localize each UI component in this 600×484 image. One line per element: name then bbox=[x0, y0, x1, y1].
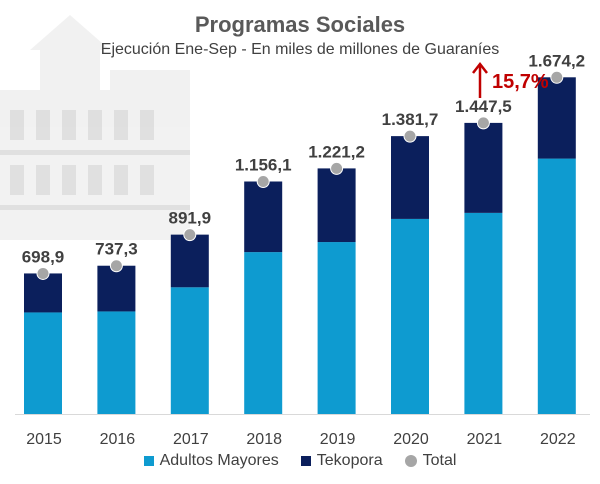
total-label-2016: 737,3 bbox=[95, 240, 138, 259]
bar-adultos-mayores-2017 bbox=[170, 287, 209, 414]
chart-legend: Adultos Mayores Tekopora Total bbox=[0, 452, 600, 470]
legend-label-tekopora: Tekopora bbox=[316, 452, 383, 469]
total-marker-2016 bbox=[109, 259, 123, 273]
legend-label-adultos-mayores: Adultos Mayores bbox=[159, 452, 279, 469]
total-label-2020: 1.381,7 bbox=[382, 110, 439, 129]
bar-tekopora-2016 bbox=[97, 265, 136, 312]
total-marker-2018 bbox=[256, 174, 270, 188]
bar-adultos-mayores-2018 bbox=[244, 252, 283, 414]
chart-subtitle: Ejecución Ene-Sep - En miles de millones… bbox=[100, 41, 500, 58]
total-label-2019: 1.221,2 bbox=[308, 142, 365, 161]
bar-tekopora-2020 bbox=[391, 136, 429, 219]
x-tick-label-2021: 2021 bbox=[467, 431, 503, 448]
bar-adultos-mayores-2021 bbox=[464, 212, 503, 414]
legend-item-adultos-mayores: Adultos Mayores bbox=[143, 452, 279, 470]
total-marker-2019 bbox=[330, 161, 344, 175]
x-tick-label-2018: 2018 bbox=[246, 431, 282, 448]
bar-tekopora-2022 bbox=[537, 77, 576, 159]
x-tick-label-2015: 2015 bbox=[26, 431, 62, 448]
x-tick-label-2016: 2016 bbox=[100, 431, 136, 448]
total-label-2022: 1.674,2 bbox=[528, 51, 585, 70]
bar-adultos-mayores-2020 bbox=[391, 218, 429, 414]
total-marker-2022 bbox=[550, 70, 564, 84]
legend-swatch-total bbox=[404, 455, 417, 467]
total-label-2015: 698,9 bbox=[22, 247, 65, 266]
x-tick-label-2020: 2020 bbox=[393, 431, 429, 448]
growth-annotation: 15,7% bbox=[470, 60, 580, 100]
legend-item-total: Total bbox=[404, 452, 457, 470]
bar-tekopora-2021 bbox=[464, 122, 503, 213]
bar-adultos-mayores-2022 bbox=[537, 158, 576, 414]
legend-item-tekopora: Tekopora bbox=[300, 452, 383, 470]
total-marker-2020 bbox=[403, 129, 417, 143]
total-label-2017: 891,9 bbox=[169, 209, 212, 228]
total-label-2018: 1.156,1 bbox=[235, 155, 292, 174]
bar-tekopora-2019 bbox=[317, 168, 356, 243]
legend-swatch-tekopora bbox=[300, 456, 311, 466]
x-tick-label-2022: 2022 bbox=[540, 431, 576, 448]
total-marker-2021 bbox=[476, 116, 490, 130]
growth-percentage: 15,7% bbox=[492, 71, 549, 93]
bar-adultos-mayores-2016 bbox=[97, 311, 136, 414]
legend-swatch-adultos-mayores bbox=[143, 456, 154, 466]
legend-label-total: Total bbox=[422, 452, 457, 469]
x-tick-label-2019: 2019 bbox=[320, 431, 356, 448]
up-arrow-icon bbox=[472, 61, 488, 98]
total-marker-2017 bbox=[183, 228, 197, 242]
bar-tekopora-2017 bbox=[170, 234, 209, 288]
bar-adultos-mayores-2015 bbox=[24, 312, 62, 414]
total-label-2021: 1.447,5 bbox=[455, 97, 512, 116]
bar-adultos-mayores-2019 bbox=[317, 242, 356, 414]
x-tick-label-2017: 2017 bbox=[173, 431, 209, 448]
bar-tekopora-2018 bbox=[244, 181, 283, 253]
total-marker-2015 bbox=[36, 266, 50, 280]
chart-title: Programas Sociales bbox=[194, 12, 406, 37]
